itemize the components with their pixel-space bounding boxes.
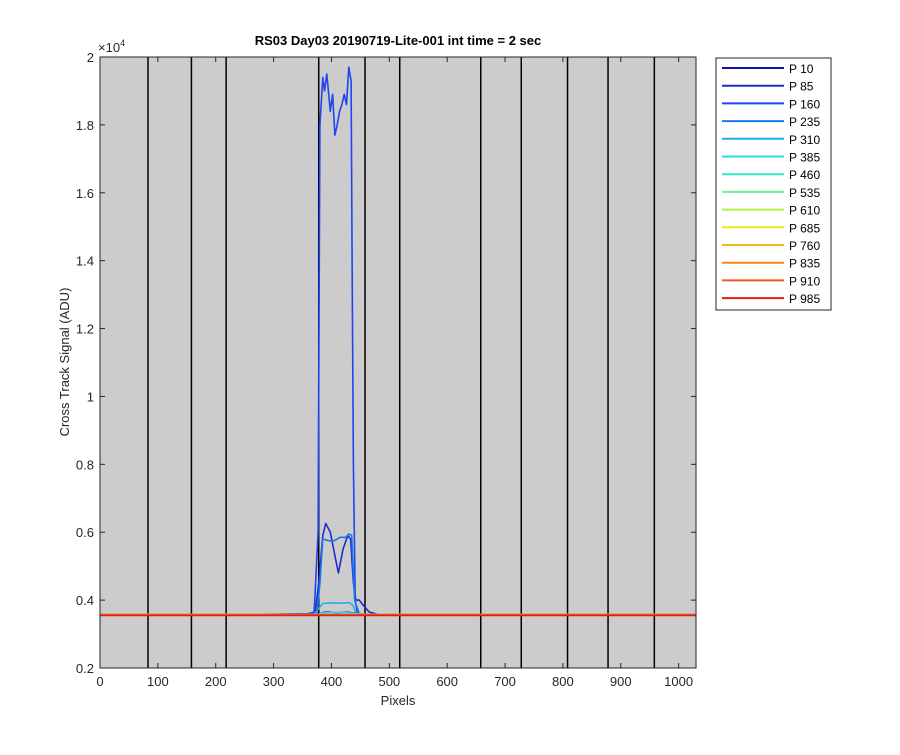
legend-label: P 85: [789, 80, 814, 94]
x-tick-label: 900: [610, 674, 632, 689]
series-line: [100, 601, 696, 616]
chart-title: RS03 Day03 20190719-Lite-001 int time = …: [255, 33, 542, 48]
x-axis-label: Pixels: [381, 693, 416, 708]
y-tick-label: 1.2: [76, 322, 94, 337]
y-tick-label: 1: [87, 389, 94, 404]
series-lines: [100, 66, 697, 617]
x-tick-label: 500: [378, 674, 400, 689]
y-tick-label: 1.8: [76, 118, 94, 133]
y-tick-label: 2: [87, 50, 94, 65]
legend-label: P 910: [789, 274, 820, 288]
x-axis: 0 100 200 300 400 500 600 700 800 900 1000: [96, 57, 693, 689]
x-tick-label: 700: [494, 674, 516, 689]
x-tick-label: 600: [436, 674, 458, 689]
legend-label: P 235: [789, 115, 820, 129]
y-tick-label: 0.2: [76, 661, 94, 676]
legend-label: P 985: [789, 292, 820, 306]
x-tick-label: 0: [96, 674, 103, 689]
series-line: [100, 522, 697, 616]
legend-label: P 610: [789, 204, 820, 218]
legend-label: P 460: [789, 168, 820, 182]
y-axis-label: Cross Track Signal (ADU): [57, 288, 72, 437]
vertical-lines: [147, 57, 656, 668]
x-tick-label: 800: [552, 674, 574, 689]
y-tick-label: 0.6: [76, 525, 94, 540]
y-tick-label: 0.8: [76, 457, 94, 472]
legend-label: P 385: [789, 151, 820, 165]
y-exponent-label: ×104: [98, 38, 125, 55]
legend-label: P 685: [789, 221, 820, 235]
y-tick-label: 0.4: [76, 593, 94, 608]
legend: P 10 P 85 P 160 P 235 P 310 P 385 P 460 P 535 P …: [715, 57, 832, 311]
legend-label: P 835: [789, 257, 820, 271]
legend-label: P 160: [789, 97, 820, 111]
y-axis: 0.2 0.4 0.6 0.8 1 1.2 1.4 1.6 1.8 2: [76, 50, 696, 676]
y-tick-label: 1.6: [76, 186, 94, 201]
legend-label: P 535: [789, 186, 820, 200]
x-tick-label: 200: [205, 674, 227, 689]
y-tick-label: 1.4: [76, 254, 94, 269]
x-tick-label: 400: [321, 674, 343, 689]
legend-box: [715, 57, 832, 311]
series-line: [100, 66, 696, 616]
legend-label: P 310: [789, 133, 820, 147]
legend-label: P 760: [789, 239, 820, 253]
x-tick-label: 100: [147, 674, 169, 689]
plot-frame: [99, 56, 697, 669]
x-tick-label: 300: [263, 674, 285, 689]
series-line: [100, 533, 696, 616]
x-tick-label: 1000: [664, 674, 693, 689]
plot-area: [100, 57, 696, 668]
legend-label: P 10: [789, 62, 814, 76]
